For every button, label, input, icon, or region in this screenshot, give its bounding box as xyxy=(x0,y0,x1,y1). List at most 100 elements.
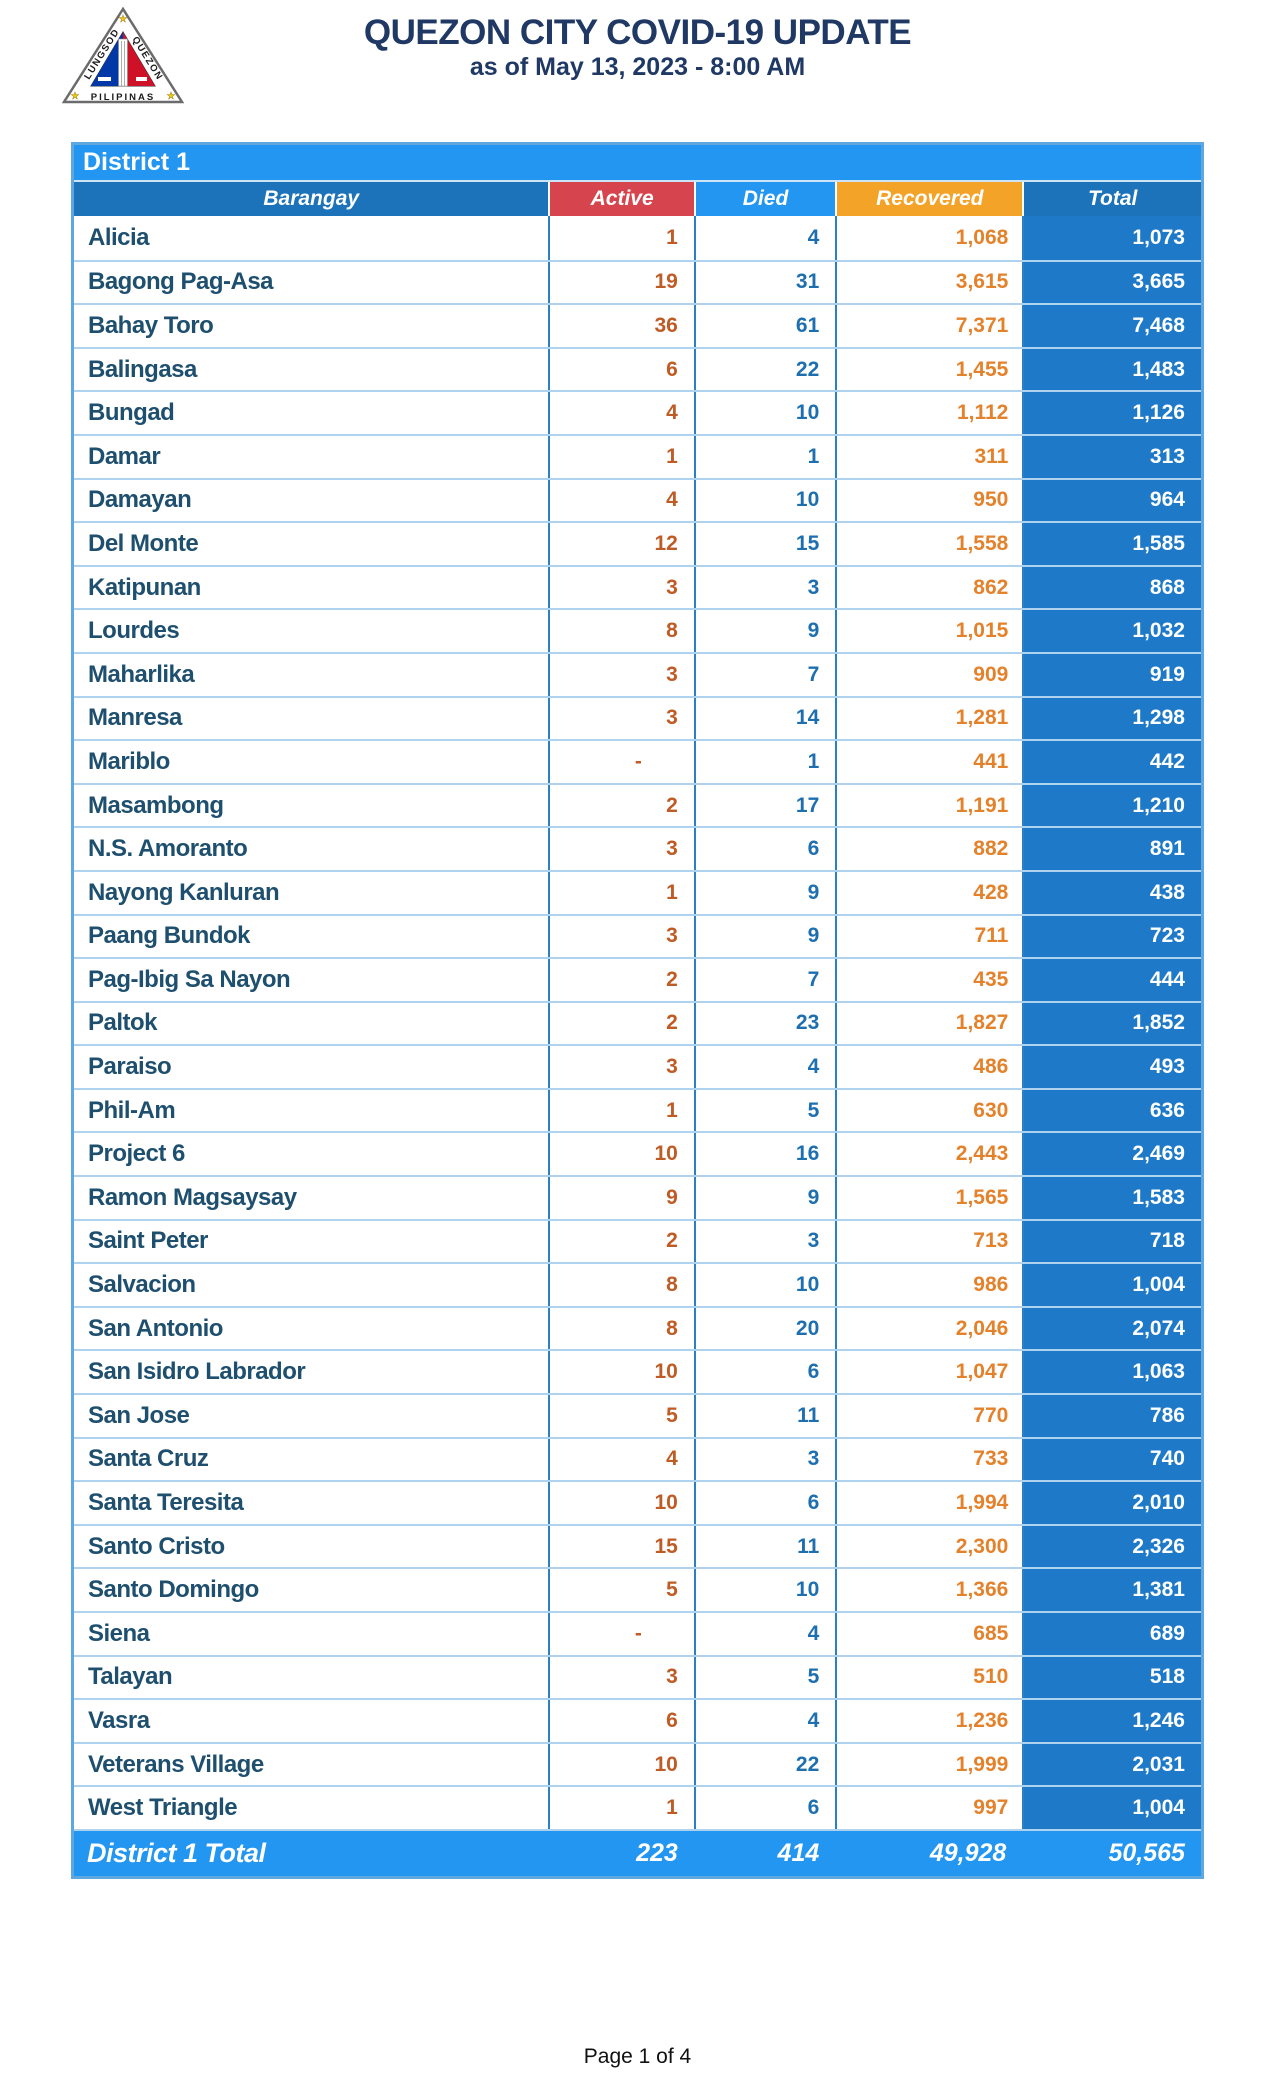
died-cell: 31 xyxy=(693,261,835,304)
barangay-cell: Damar xyxy=(88,442,161,470)
active-cell: 10 xyxy=(548,1351,693,1394)
died-cell: 9 xyxy=(693,610,835,652)
total-cell: 1,852 xyxy=(1022,1002,1201,1045)
active-cell: 8 xyxy=(548,1264,693,1306)
recovered-cell: 711 xyxy=(835,915,1022,958)
table-row: Santo Domingo 5 10 1,366 1,381 xyxy=(74,1567,1201,1611)
table-row: Masambong 2 17 1,191 1,210 xyxy=(74,782,1201,827)
active-cell: 10 xyxy=(548,1482,693,1524)
died-cell: 14 xyxy=(693,697,835,740)
qc-seal-svg: ★ ★ ★ LUNGSOD QUEZON PILIPINAS xyxy=(61,6,185,104)
recovered-cell: 1,015 xyxy=(835,610,1022,652)
total-cell: 442 xyxy=(1022,741,1201,783)
recovered-cell: 2,443 xyxy=(835,1133,1022,1176)
table-row: Damayan 4 10 950 964 xyxy=(74,477,1201,522)
recovered-cell: 770 xyxy=(835,1395,1022,1437)
died-cell: 3 xyxy=(693,566,835,609)
active-cell: 10 xyxy=(548,1133,693,1176)
qc-seal-boat-icon xyxy=(98,77,111,81)
recovered-cell: 7,371 xyxy=(835,305,1022,347)
active-cell: - xyxy=(548,741,693,783)
died-cell: 10 xyxy=(693,1264,835,1306)
total-died-value: 414 xyxy=(777,1838,820,1867)
total-cell: 740 xyxy=(1022,1438,1201,1481)
died-cell: 9 xyxy=(693,1177,835,1219)
total-cell: 1,246 xyxy=(1022,1700,1201,1742)
barangay-cell: Pag-Ibig Sa Nayon xyxy=(88,965,291,993)
column-header-active: Active xyxy=(548,182,694,216)
total-cell: 3,665 xyxy=(1022,261,1201,304)
barangay-cell: Talayan xyxy=(88,1663,173,1691)
recovered-cell: 1,047 xyxy=(835,1351,1022,1394)
total-cell: 1,298 xyxy=(1022,697,1201,740)
table-row: Bungad 4 10 1,112 1,126 xyxy=(74,390,1201,434)
died-cell: 5 xyxy=(693,1656,835,1699)
recovered-cell: 950 xyxy=(835,479,1022,522)
recovered-cell: 3,615 xyxy=(835,261,1022,304)
table-row: Paraiso 3 4 486 493 xyxy=(74,1044,1201,1088)
barangay-cell: N.S. Amoranto xyxy=(88,835,248,863)
column-header-barangay: Barangay xyxy=(74,182,549,216)
recovered-cell: 1,236 xyxy=(835,1700,1022,1742)
qc-seal-blue-field xyxy=(91,32,123,86)
total-cell: 1,073 xyxy=(1022,216,1201,260)
recovered-cell: 986 xyxy=(835,1264,1022,1306)
died-cell: 3 xyxy=(693,1220,835,1263)
recovered-cell: 1,558 xyxy=(835,523,1022,565)
column-header-total: Total xyxy=(1022,182,1201,216)
page-title: QUEZON CITY COVID-19 UPDATE xyxy=(363,13,912,52)
recovered-cell: 1,281 xyxy=(835,697,1022,740)
table-row: Salvacion 8 10 986 1,004 xyxy=(74,1262,1201,1306)
table-row: Mariblo - 1 441 442 xyxy=(74,739,1201,783)
district-header: District 1 xyxy=(74,145,1201,182)
died-cell: 3 xyxy=(693,1438,835,1481)
active-cell: 3 xyxy=(548,1656,693,1699)
died-cell: 9 xyxy=(693,915,835,958)
died-cell: 10 xyxy=(693,479,835,522)
qc-seal-boat-icon xyxy=(136,77,147,81)
barangay-cell: Vasra xyxy=(88,1706,150,1734)
died-cell: 4 xyxy=(693,1700,835,1742)
died-cell: 7 xyxy=(693,653,835,696)
recovered-cell: 510 xyxy=(835,1656,1022,1699)
active-cell: 36 xyxy=(548,305,693,347)
table-row: Nayong Kanluran 1 9 428 438 xyxy=(74,869,1201,914)
active-cell: 3 xyxy=(548,697,693,740)
total-cell: 1,032 xyxy=(1022,610,1201,652)
active-cell: 6 xyxy=(548,1700,693,1742)
died-cell: 7 xyxy=(693,959,835,1001)
covid-table: District 1 Barangay Active Died Recovere… xyxy=(71,142,1204,1879)
barangay-cell: Project 6 xyxy=(88,1140,185,1168)
active-cell: 1 xyxy=(548,871,693,914)
recovered-cell: 882 xyxy=(835,828,1022,870)
recovered-cell: 1,565 xyxy=(835,1177,1022,1219)
total-cell: 1,583 xyxy=(1022,1177,1201,1219)
total-cell: 444 xyxy=(1022,959,1201,1001)
barangay-cell: Phil-Am xyxy=(88,1096,176,1124)
total-cell: 7,468 xyxy=(1022,305,1201,347)
table-row: Maharlika 3 7 909 919 xyxy=(74,651,1201,696)
barangay-cell: Masambong xyxy=(88,791,224,819)
total-cell: 1,063 xyxy=(1022,1351,1201,1394)
died-cell: 9 xyxy=(693,871,835,914)
died-cell: 15 xyxy=(693,523,835,565)
barangay-cell: Lourdes xyxy=(88,617,180,645)
active-cell: 5 xyxy=(548,1395,693,1437)
table-row: Damar 1 1 311 313 xyxy=(74,433,1201,478)
column-header-row: Barangay Active Died Recovered Total xyxy=(74,182,1201,216)
active-cell: 10 xyxy=(548,1743,693,1786)
active-cell: 4 xyxy=(548,479,693,522)
total-row-label: District 1 Total xyxy=(87,1837,266,1868)
total-cell: 1,126 xyxy=(1022,392,1201,434)
barangay-cell: Santa Cruz xyxy=(88,1445,209,1473)
table-row: Bagong Pag-Asa 19 31 3,615 3,665 xyxy=(74,259,1201,304)
total-cell: 868 xyxy=(1022,566,1201,609)
barangay-cell: Bagong Pag-Asa xyxy=(88,268,274,296)
total-cell: 1,381 xyxy=(1022,1569,1201,1611)
active-cell: 12 xyxy=(548,523,693,565)
recovered-cell: 1,366 xyxy=(835,1569,1022,1611)
table-row: Ramon Magsaysay 9 9 1,565 1,583 xyxy=(74,1175,1201,1219)
died-cell: 4 xyxy=(693,1046,835,1088)
active-cell: 2 xyxy=(548,1002,693,1045)
died-cell: 1 xyxy=(693,741,835,783)
